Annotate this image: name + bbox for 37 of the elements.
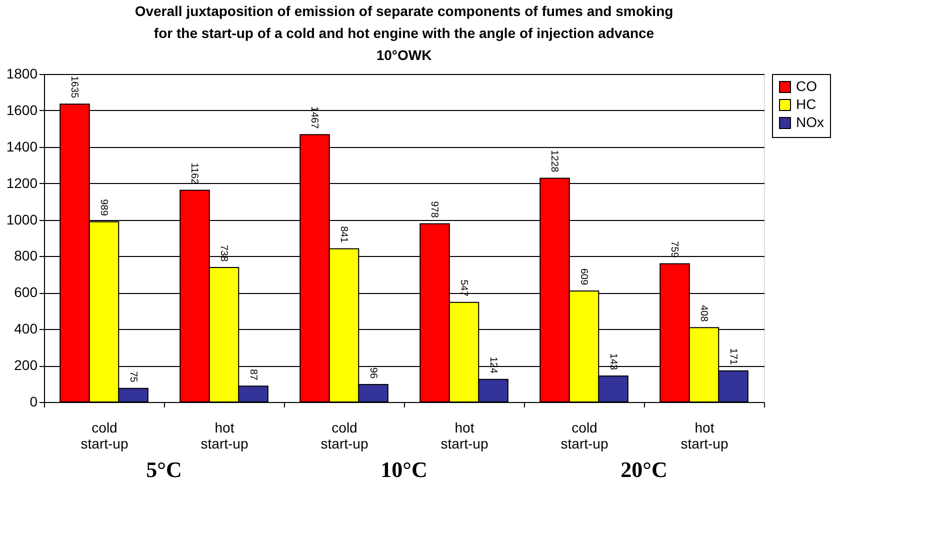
- y-tick-label: 0: [30, 394, 38, 410]
- y-tick-label: 1000: [6, 211, 38, 228]
- data-label: 978: [428, 201, 440, 218]
- x-tick-label: hot start-up: [440, 420, 488, 452]
- text: 20°C: [620, 457, 668, 482]
- legend-label: NOx: [796, 114, 824, 130]
- data-label: 96: [367, 367, 378, 379]
- y-tick-label: 1800: [6, 66, 38, 82]
- x-tick-label: cold start-up: [80, 420, 128, 452]
- data-label: 87: [247, 369, 258, 381]
- text: 10°C: [380, 457, 428, 482]
- data-label: 989: [98, 199, 109, 216]
- legend-label: CO: [796, 78, 818, 94]
- y-tick-label: 400: [14, 320, 38, 337]
- y-tick-label: 1200: [6, 174, 38, 191]
- x-tick-label: hot start-up: [200, 420, 248, 452]
- data-label: 841: [338, 226, 349, 244]
- chart-title: Overall juxtaposition of emission of separate components of fumes and smoking for the start-up of a cold and hot engine with the angle of injection advance 10°OWK: [134, 3, 674, 63]
- data-label: 75: [127, 371, 138, 383]
- legend-label: HC: [796, 96, 816, 112]
- data-label: 738: [218, 244, 229, 262]
- data-label: 1162: [188, 162, 200, 185]
- data-label: 171: [727, 348, 738, 366]
- y-tick-label: 600: [14, 284, 38, 300]
- data-label: 1467: [308, 106, 320, 130]
- data-label: 1635: [68, 76, 80, 98]
- y-tick-label: 200: [14, 357, 38, 374]
- data-label: 1228: [548, 150, 560, 173]
- x-tick-label: cold start-up: [560, 420, 608, 452]
- y-tick-label: 1600: [6, 102, 38, 118]
- y-tick-label: 800: [14, 248, 38, 264]
- x-tick-label: hot start-up: [680, 420, 728, 452]
- y-tick-label: 1400: [6, 138, 38, 154]
- x-tick-label: cold start-up: [320, 420, 368, 452]
- data-label: 609: [578, 268, 589, 286]
- data-label: 408: [698, 304, 709, 322]
- text: 5°C: [146, 457, 182, 482]
